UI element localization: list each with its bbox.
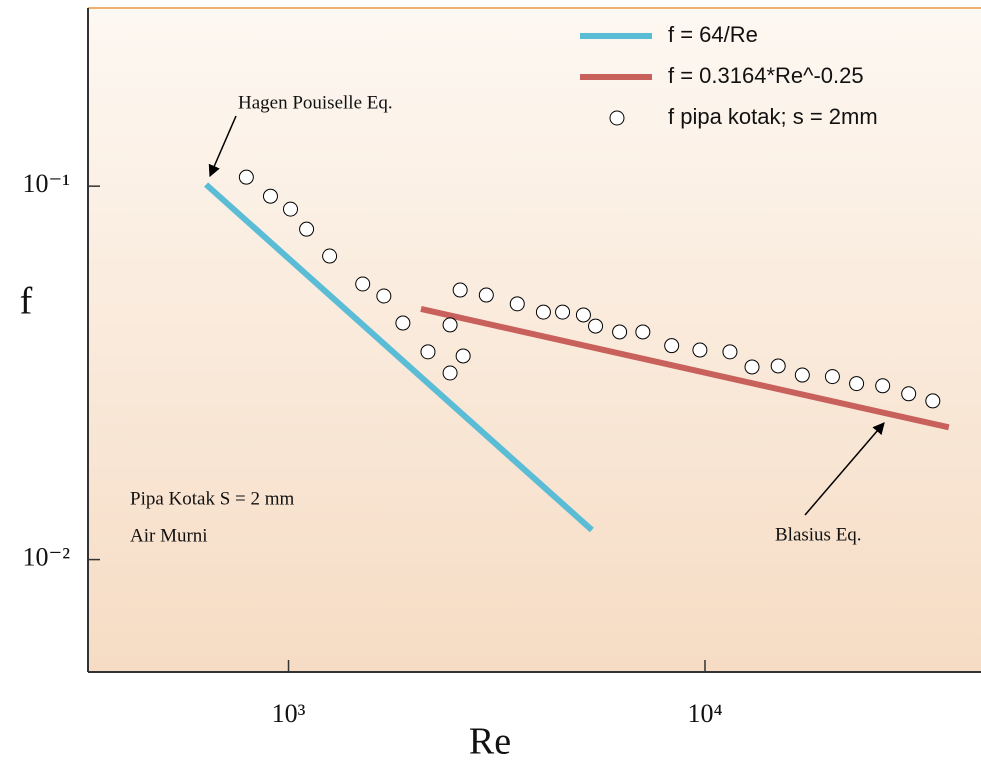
chart: Re f Hagen Pouiselle Eq. Blasius Eq. Pip…: [0, 0, 981, 765]
scatter-point: [825, 370, 839, 384]
legend-label: f = 64/Re: [668, 22, 758, 47]
scatter-point: [613, 325, 627, 339]
scatter-point: [323, 249, 337, 263]
annotation: Pipa Kotak S = 2 mm: [130, 488, 295, 509]
scatter-point: [396, 316, 410, 330]
scatter-point: [300, 222, 314, 236]
scatter-point: [693, 343, 707, 357]
scatter-point: [421, 345, 435, 359]
x-tick-label: 10³: [272, 699, 306, 728]
annotation: Blasius Eq.: [775, 524, 862, 545]
y-tick-label: 10⁻²: [22, 543, 70, 572]
scatter-point: [443, 318, 457, 332]
scatter-point: [356, 277, 370, 291]
scatter-point: [284, 202, 298, 216]
scatter-point: [589, 319, 603, 333]
scatter-point: [443, 366, 457, 380]
scatter-point: [926, 394, 940, 408]
x-axis-label: Re: [469, 721, 511, 763]
scatter-point: [453, 283, 467, 297]
scatter-point: [510, 297, 524, 311]
scatter-point: [771, 359, 785, 373]
scatter-point: [456, 349, 470, 363]
scatter-point: [902, 387, 916, 401]
legend-label: f = 0.3164*Re^-0.25: [668, 63, 864, 88]
scatter-point: [850, 377, 864, 391]
annotation: Air Murni: [130, 525, 208, 546]
scatter-point: [576, 308, 590, 322]
legend-label: f pipa kotak; s = 2mm: [668, 104, 878, 129]
scatter-point: [536, 305, 550, 319]
scatter-point: [723, 345, 737, 359]
scatter-point: [745, 360, 759, 374]
scatter-point: [263, 189, 277, 203]
scatter-point: [795, 368, 809, 382]
scatter-point: [876, 379, 890, 393]
x-tick-label: 10⁴: [687, 699, 722, 728]
scatter-point: [239, 170, 253, 184]
y-axis-label: f: [20, 281, 33, 323]
scatter-point: [556, 305, 570, 319]
scatter-point: [636, 325, 650, 339]
y-tick-label: 10⁻¹: [22, 169, 70, 198]
scatter-point: [479, 288, 493, 302]
page: {"chart_data": { "type": "line", "xlabel…: [0, 0, 981, 765]
legend-marker: [610, 111, 624, 125]
scatter-point: [377, 289, 391, 303]
scatter-point: [665, 339, 679, 353]
annotation: Hagen Pouiselle Eq.: [238, 92, 393, 113]
